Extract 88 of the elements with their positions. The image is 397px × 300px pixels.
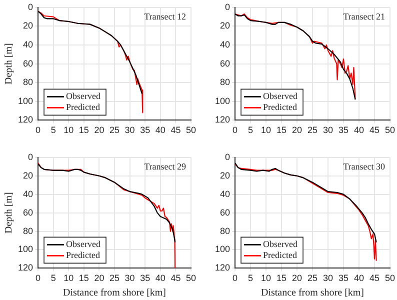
y-tick-label: 20 bbox=[220, 20, 230, 31]
x-tick-label: 20 bbox=[292, 273, 302, 284]
y-tick-label: 0 bbox=[225, 2, 230, 12]
x-tick-label: 5 bbox=[248, 125, 254, 136]
x-tick-label: 30 bbox=[322, 273, 334, 284]
y-tick-label: 120 bbox=[214, 262, 230, 273]
y-tick-label: 20 bbox=[23, 170, 34, 180]
x-tick-label: 45 bbox=[369, 125, 380, 136]
x-tick-label: 45 bbox=[170, 125, 181, 136]
x-tick-label: 0 bbox=[232, 273, 238, 284]
legend-label: Observed bbox=[263, 91, 298, 102]
y-axis-title: Depth [m] bbox=[4, 43, 15, 84]
x-tick-label: 45 bbox=[170, 273, 181, 284]
x-tick-label: 50 bbox=[186, 273, 196, 284]
y-tick-label: 120 bbox=[214, 114, 230, 125]
legend-label: Predicted bbox=[263, 102, 298, 112]
y-tick-label: 40 bbox=[23, 39, 34, 50]
y-tick-label: 100 bbox=[214, 244, 230, 254]
x-tick-label: 25 bbox=[308, 125, 318, 136]
x-tick-label: 20 bbox=[292, 125, 302, 136]
x-tick-label: 50 bbox=[384, 273, 395, 284]
x-tick-label: 30 bbox=[322, 125, 334, 136]
x-tick-label: 25 bbox=[110, 125, 120, 136]
x-tick-label: 0 bbox=[36, 125, 41, 136]
y-tick-label: 60 bbox=[23, 58, 34, 68]
y-axis-title: Depth [m] bbox=[4, 192, 15, 234]
legend-label: Observed bbox=[263, 239, 298, 250]
y-tick-label: 20 bbox=[23, 20, 34, 31]
x-tick-label: 50 bbox=[384, 125, 395, 136]
legend-label: Observed bbox=[66, 239, 102, 250]
x-tick-label: 25 bbox=[308, 273, 318, 284]
x-axis-title: Distance from shore [km] bbox=[62, 288, 166, 299]
y-tick-label: 60 bbox=[220, 207, 230, 218]
x-tick-label: 25 bbox=[110, 273, 120, 284]
y-tick-label: 40 bbox=[220, 188, 230, 199]
x-tick-label: 50 bbox=[186, 125, 196, 136]
x-tick-label: 45 bbox=[369, 273, 380, 284]
annotation: Transect 29 bbox=[144, 161, 186, 172]
y-tick-label: 0 bbox=[28, 152, 34, 162]
y-tick-label: 100 bbox=[18, 96, 34, 106]
annotation: Transect 30 bbox=[343, 161, 386, 172]
y-tick-label: 100 bbox=[18, 244, 34, 254]
x-tick-label: 15 bbox=[78, 125, 89, 136]
y-tick-label: 80 bbox=[220, 77, 230, 88]
y-tick-label: 120 bbox=[18, 114, 34, 125]
x-tick-label: 10 bbox=[261, 125, 272, 136]
x-tick-label: 10 bbox=[261, 273, 272, 284]
x-tick-label: 30 bbox=[124, 273, 135, 284]
x-tick-label: 15 bbox=[276, 125, 287, 136]
y-tick-label: 0 bbox=[225, 152, 230, 162]
x-tick-label: 0 bbox=[36, 273, 41, 284]
x-tick-label: 35 bbox=[140, 273, 150, 284]
x-tick-label: 30 bbox=[124, 125, 135, 136]
x-tick-label: 20 bbox=[94, 273, 104, 284]
x-tick-label: 10 bbox=[64, 273, 74, 284]
legend-label: Predicted bbox=[66, 250, 101, 260]
y-tick-label: 40 bbox=[220, 39, 230, 50]
annotation: Transect 21 bbox=[343, 11, 385, 22]
x-tick-label: 10 bbox=[64, 125, 74, 136]
y-tick-label: 80 bbox=[23, 226, 34, 236]
annotation: Transect 12 bbox=[144, 11, 186, 22]
x-tick-label: 5 bbox=[50, 125, 56, 136]
x-tick-label: 5 bbox=[248, 273, 254, 284]
y-tick-label: 40 bbox=[23, 188, 34, 199]
legend-label: Predicted bbox=[66, 102, 101, 112]
x-tick-label: 5 bbox=[50, 273, 56, 284]
x-tick-label: 40 bbox=[354, 273, 364, 284]
legend-label: Predicted bbox=[263, 250, 298, 260]
legend-label: Observed bbox=[66, 91, 102, 102]
y-tick-label: 100 bbox=[214, 96, 230, 106]
x-tick-label: 35 bbox=[338, 125, 349, 136]
x-tick-label: 0 bbox=[232, 125, 238, 136]
y-tick-label: 0 bbox=[28, 2, 34, 12]
y-tick-label: 20 bbox=[220, 170, 230, 180]
y-tick-label: 80 bbox=[23, 77, 34, 88]
y-tick-label: 80 bbox=[220, 226, 230, 236]
x-tick-label: 40 bbox=[155, 125, 166, 136]
x-tick-label: 35 bbox=[140, 125, 150, 136]
y-tick-label: 60 bbox=[23, 207, 34, 218]
x-tick-label: 40 bbox=[155, 273, 166, 284]
x-tick-label: 20 bbox=[94, 125, 104, 136]
x-tick-label: 40 bbox=[354, 125, 364, 136]
x-tick-label: 35 bbox=[338, 273, 349, 284]
x-tick-label: 15 bbox=[78, 273, 89, 284]
x-tick-label: 15 bbox=[276, 273, 287, 284]
y-tick-label: 60 bbox=[220, 58, 230, 68]
y-tick-label: 120 bbox=[18, 262, 34, 273]
x-axis-title: Distance from shore [km] bbox=[260, 288, 364, 299]
